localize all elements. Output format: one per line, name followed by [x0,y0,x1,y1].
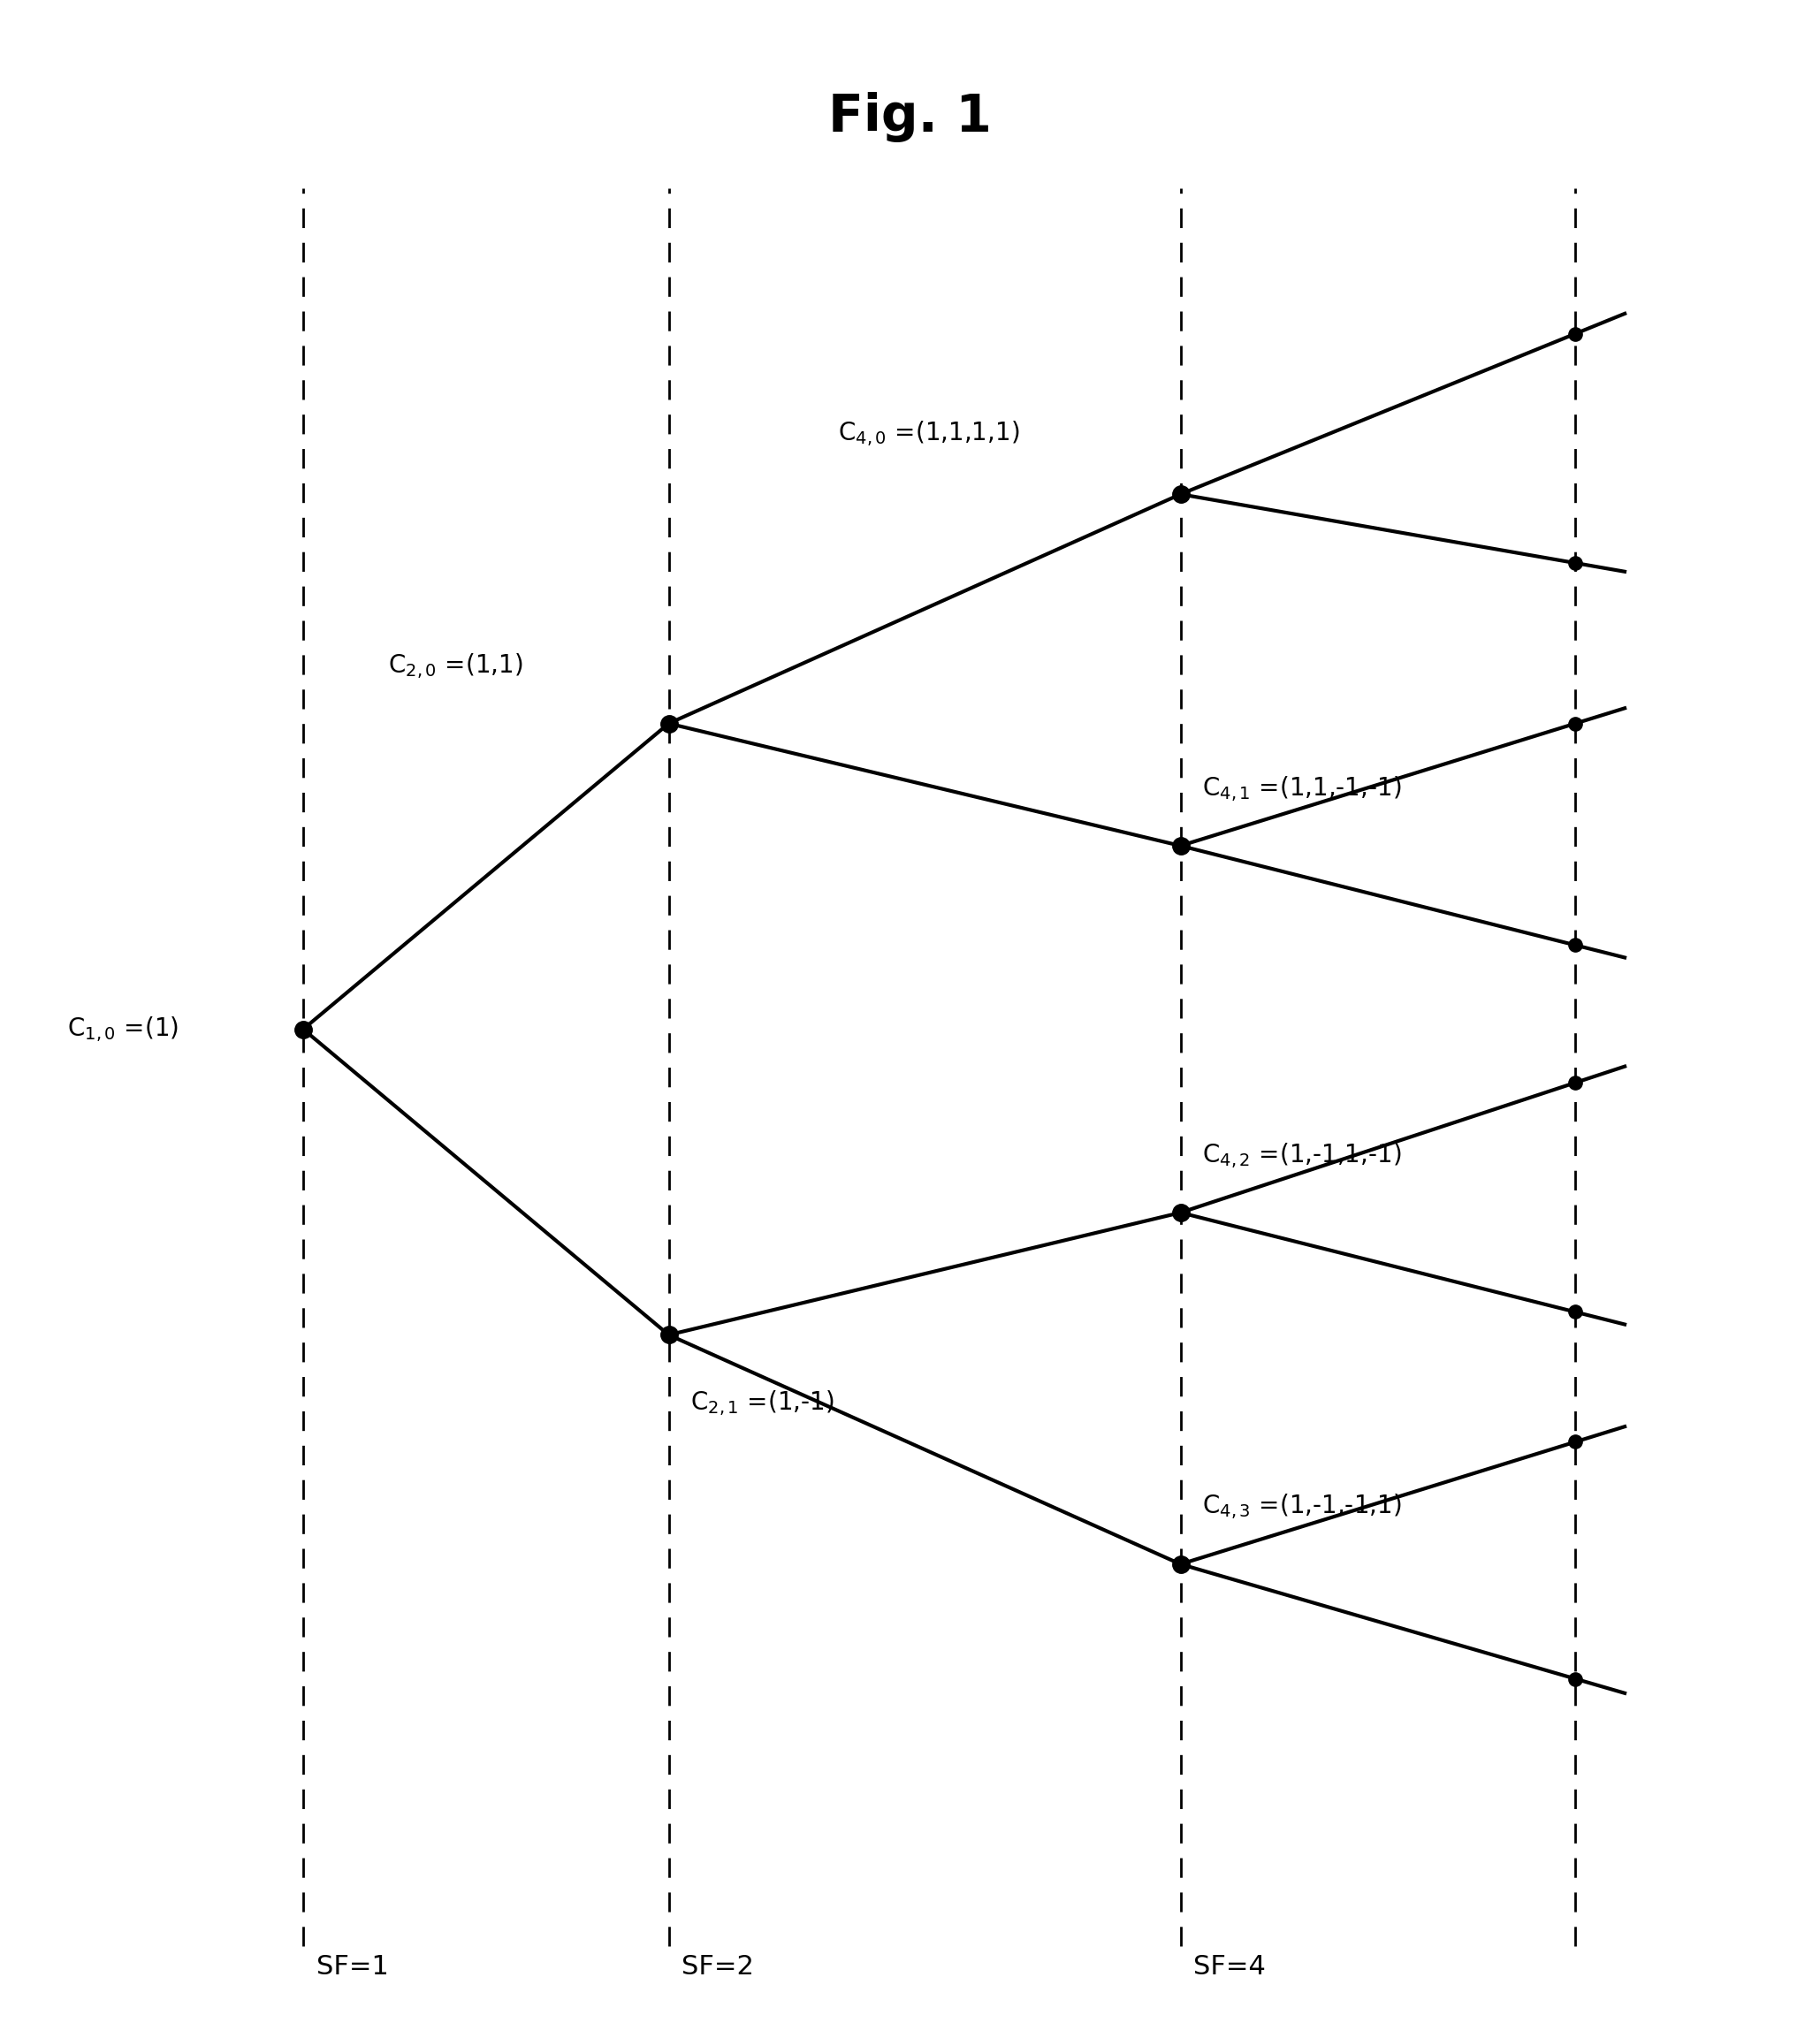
Text: Fig. 1: Fig. 1 [828,92,992,143]
Text: SF=4: SF=4 [1194,1954,1267,1979]
Text: C$_{2,1}$ =(1,-1): C$_{2,1}$ =(1,-1) [690,1388,834,1416]
Text: SF=1: SF=1 [317,1954,389,1979]
Text: C$_{4,3}$ =(1,-1,-1,1): C$_{4,3}$ =(1,-1,-1,1) [1203,1492,1401,1520]
Text: SF=2: SF=2 [682,1954,753,1979]
Text: C$_{2,0}$ =(1,1): C$_{2,0}$ =(1,1) [388,652,522,681]
Text: C$_{4,0}$ =(1,1,1,1): C$_{4,0}$ =(1,1,1,1) [837,420,1019,448]
Text: C$_{1,0}$ =(1): C$_{1,0}$ =(1) [67,1015,178,1043]
Text: C$_{4,2}$ =(1,-1,1,-1): C$_{4,2}$ =(1,-1,1,-1) [1203,1141,1401,1170]
Text: C$_{4,1}$ =(1,1,-1,-1): C$_{4,1}$ =(1,1,-1,-1) [1203,774,1401,803]
